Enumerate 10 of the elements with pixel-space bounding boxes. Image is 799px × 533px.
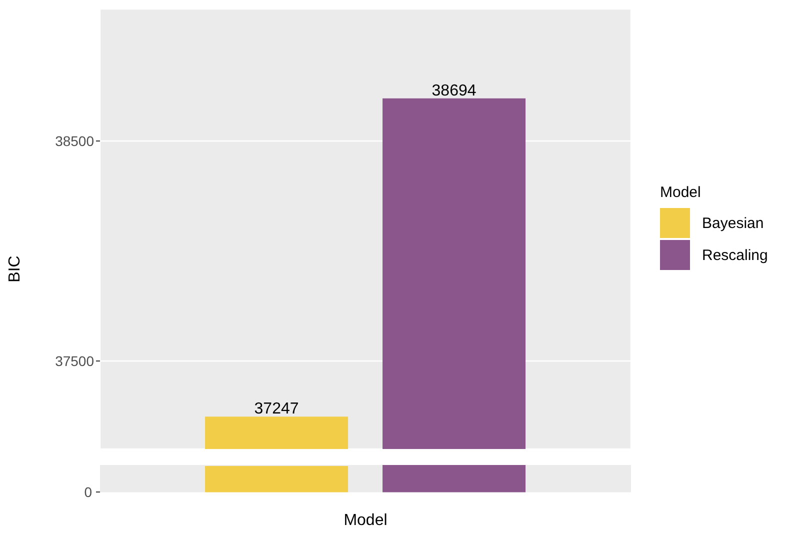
legend-label: Rescaling bbox=[702, 246, 768, 264]
y-tick-label: 38500 bbox=[55, 132, 94, 149]
legend-title: Model bbox=[660, 184, 702, 201]
y-axis-title: BIC bbox=[6, 256, 24, 282]
x-axis-title: Model bbox=[344, 512, 388, 529]
legend-label: Bayesian bbox=[702, 214, 764, 232]
data-label: 38694 bbox=[432, 82, 476, 100]
y-tick-label: 37500 bbox=[55, 352, 94, 369]
data-label: 37247 bbox=[254, 400, 299, 418]
ref-line-label: 0 bbox=[84, 484, 92, 500]
